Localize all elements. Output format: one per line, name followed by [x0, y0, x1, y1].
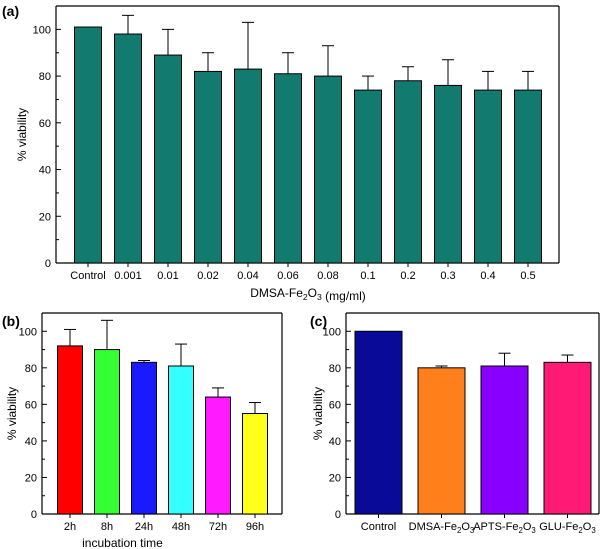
bar-GLU-Fe2O3 — [543, 361, 592, 515]
x-tick-label-0.06: 0.06 — [277, 270, 298, 282]
x-tick-label-Control: Control — [70, 270, 105, 282]
y-tick-label: 100 — [33, 24, 51, 36]
x-axis-label: incubation time — [82, 536, 163, 549]
bar-0.01 — [154, 54, 182, 264]
y-tick-label: 40 — [329, 436, 341, 448]
x-tick-label-0.2: 0.2 — [400, 270, 415, 282]
x-tick-label-0.001: 0.001 — [114, 270, 142, 282]
bar-0.02 — [194, 70, 222, 264]
y-axis-label: % viability — [311, 387, 325, 440]
bar-72h — [205, 396, 231, 515]
bar-2h — [57, 345, 83, 515]
y-tick-label: 60 — [39, 118, 51, 130]
bar-8h — [94, 349, 120, 515]
x-tick-label-0.01: 0.01 — [157, 270, 178, 282]
y-tick-label: 40 — [39, 165, 51, 177]
panel-label: (c) — [310, 313, 327, 329]
y-tick-label: 80 — [25, 363, 37, 375]
y-tick-label: 0 — [45, 258, 51, 270]
x-tick-label-0.3: 0.3 — [440, 270, 455, 282]
y-tick-label: 60 — [25, 399, 37, 411]
x-tick-label-GLU-Fe2O3: GLU-Fe2O3 — [539, 521, 596, 535]
y-tick-label: 20 — [329, 472, 341, 484]
x-tick-label-APTS-Fe2O3: APTS-Fe2O3 — [473, 521, 536, 535]
x-tick-label-Control: Control — [361, 521, 396, 533]
x-tick-label-8h: 8h — [101, 521, 113, 533]
bar-Control — [354, 330, 403, 515]
x-tick-label-0.4: 0.4 — [480, 270, 495, 282]
chart-panel-a: 0 20 40 60 80 100 Control 0.001 0.01 0.02 0.04 0.06… — [2, 3, 560, 303]
y-tick-label: 0 — [31, 509, 37, 521]
panel-label: (b) — [2, 313, 20, 329]
bar-48h — [168, 365, 194, 515]
y-tick-label: 40 — [25, 436, 37, 448]
y-tick-label: 20 — [25, 472, 37, 484]
x-axis-label: DMSA-Fe2O3 (mg/ml) — [250, 286, 366, 303]
x-tick-label-0.02: 0.02 — [197, 270, 218, 282]
y-tick-label: 80 — [329, 363, 341, 375]
bar-0.3 — [434, 84, 462, 264]
y-tick-label: 80 — [39, 71, 51, 83]
x-tick-label-2h: 2h — [64, 521, 76, 533]
y-tick-label: 20 — [39, 211, 51, 223]
x-tick-label-0.08: 0.08 — [317, 270, 338, 282]
panel-label: (a) — [2, 3, 19, 19]
bar-APTS-Fe2O3 — [480, 365, 529, 515]
bar-DMSA-Fe2O3 — [417, 367, 466, 515]
x-tick-label-DMSA-Fe2O3: DMSA-Fe2O3 — [409, 521, 475, 535]
bar-0.04 — [234, 68, 262, 264]
y-tick-label: 100 — [323, 326, 341, 338]
y-axis-label: % viability — [5, 387, 19, 440]
x-tick-label-0.04: 0.04 — [237, 270, 258, 282]
y-tick-label: 100 — [19, 326, 37, 338]
x-tick-label-24h: 24h — [135, 521, 153, 533]
x-tick-label-0.5: 0.5 — [520, 270, 535, 282]
bar-0.001 — [114, 33, 142, 264]
x-tick-label-96h: 96h — [246, 521, 264, 533]
bar-0.1 — [354, 89, 382, 264]
x-tick-label-48h: 48h — [172, 521, 190, 533]
x-tick-label-72h: 72h — [209, 521, 227, 533]
x-tick-label-0.1: 0.1 — [360, 270, 375, 282]
bar-0.08 — [314, 75, 342, 264]
bar-0.2 — [394, 80, 422, 264]
y-tick-label: 60 — [329, 399, 341, 411]
bar-96h — [242, 413, 268, 515]
bar-24h — [131, 361, 157, 515]
bar-0.5 — [514, 89, 542, 264]
chart-panel-b: 0 20 40 60 80 100 2h 8h 24h 48h 72h 96h % viability i… — [2, 312, 283, 549]
bar-0.4 — [474, 89, 502, 264]
y-tick-label: 0 — [335, 509, 341, 521]
bar-0.06 — [274, 73, 302, 264]
y-axis-label: % viability — [15, 108, 29, 161]
bar-Control — [74, 26, 102, 264]
